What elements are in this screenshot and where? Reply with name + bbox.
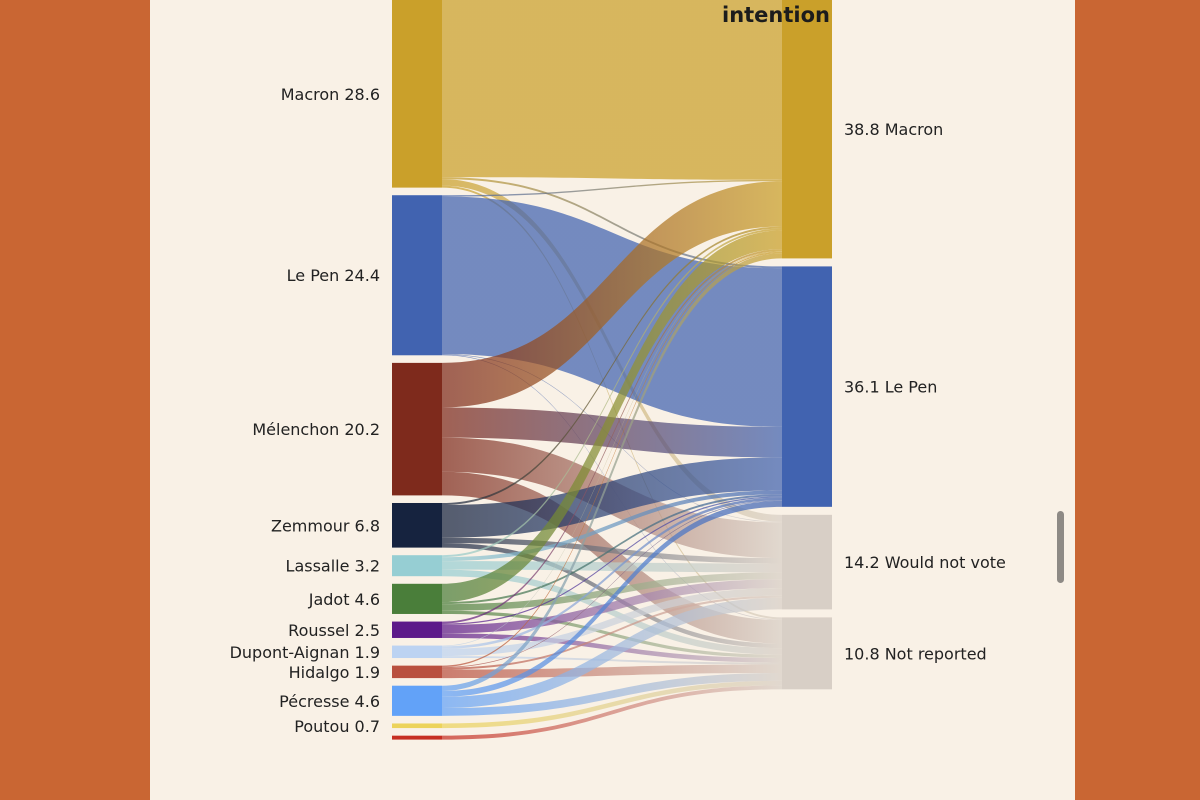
- source-label-hidalgo: Hidalgo 1.9: [289, 663, 380, 682]
- flow-melenchon-to-macron: [442, 181, 782, 408]
- sankey-chart: Macron 28.6 Le Pen 24.4 Mélenchon 20.2 Zemm…: [230, 0, 1006, 740]
- flows-layer: [442, 0, 782, 740]
- flow-hidalgo-to-le-pen: [442, 500, 782, 668]
- source-node-roussel: [392, 621, 442, 638]
- flow-lassalle-to-le-pen: [442, 490, 782, 562]
- flow-dupont-aignan-to-not-reported: [442, 656, 782, 665]
- target-node-not-reported: [782, 617, 832, 690]
- source-node-pecresse: [392, 685, 442, 716]
- target-node-le-pen: [782, 266, 832, 507]
- source-node-jadot: [392, 583, 442, 614]
- flow-dupont-aignan-to-le-pen: [442, 497, 782, 649]
- flow-lassalle-to-would-not-vote: [442, 561, 782, 573]
- source-label-zemmour: Zemmour 6.8: [271, 516, 380, 535]
- target-label-would-not-vote: 14.2 Would not vote: [844, 553, 1006, 572]
- flow-macron-to-not-reported: [442, 185, 782, 620]
- scrollbar-thumb[interactable]: [1057, 511, 1064, 583]
- source-node-melenchon: [392, 362, 442, 496]
- source-label-jadot: Jadot 4.6: [308, 590, 380, 609]
- flow-jadot-to-macron: [442, 230, 782, 603]
- flow-dupont-aignan-to-macron: [442, 251, 782, 647]
- flow-pecresse-to-le-pen: [442, 500, 782, 697]
- source-label-macron: Macron 28.6: [281, 85, 380, 104]
- flow-jadot-to-le-pen: [442, 494, 782, 605]
- source-label-dupont-aignan: Dupont-Aignan 1.9: [230, 643, 380, 662]
- source-node-poutou: [392, 723, 442, 729]
- flow-melenchon-to-le-pen: [442, 407, 782, 458]
- chart-title: intention: [722, 3, 830, 27]
- flow-zemmour-to-would-not-vote: [442, 537, 782, 564]
- flow-le-pen-to-macron: [442, 179, 782, 197]
- labels-layer: Macron 28.6 Le Pen 24.4 Mélenchon 20.2 Zemm…: [230, 85, 1006, 736]
- source-label-roussel: Roussel 2.5: [288, 621, 380, 640]
- flow-hidalgo-to-macron: [442, 251, 782, 667]
- target-label-le-pen: 36.1 Le Pen: [844, 378, 937, 397]
- flow-pecresse-to-not-reported: [442, 672, 782, 716]
- flow-melenchon-to-not-reported: [442, 471, 782, 644]
- target-label-not-reported: 10.8 Not reported: [844, 644, 987, 663]
- flow-macron-to-macron: [442, 0, 782, 180]
- flow-jadot-to-would-not-vote: [442, 572, 782, 611]
- source-label-melenchon: Mélenchon 20.2: [252, 420, 380, 439]
- flow-roussel-to-macron: [442, 249, 782, 624]
- flow-zemmour-to-macron: [442, 226, 782, 505]
- target-node-would-not-vote: [782, 514, 832, 610]
- source-node-hidalgo: [392, 665, 442, 679]
- flow-hidalgo-to-would-not-vote: [442, 595, 782, 670]
- flow-zemmour-to-not-reported: [442, 543, 782, 649]
- flow-lassalle-to-macron: [442, 228, 782, 558]
- flow-lassalle-to-not-reported: [442, 569, 782, 655]
- source-node-lassalle: [392, 555, 442, 577]
- source-node-macron: [392, 0, 442, 188]
- chart-panel: Macron 28.6 Le Pen 24.4 Mélenchon 20.2 Zemm…: [150, 0, 1075, 800]
- target-label-macron: 38.8 Macron: [844, 120, 943, 139]
- flow-roussel-to-would-not-vote: [442, 579, 782, 634]
- flow-pecresse-to-macron: [442, 253, 782, 691]
- flow-roussel-to-le-pen: [442, 496, 782, 625]
- source-node-arthaud: [392, 735, 442, 740]
- source-label-pecresse: Pécresse 4.6: [279, 692, 380, 711]
- flow-poutou-to-not-reported: [442, 680, 782, 729]
- flow-jadot-to-not-reported: [442, 610, 782, 658]
- target-node-macron: [782, 0, 832, 259]
- flow-macron-to-le-pen: [442, 177, 782, 269]
- source-label-lassalle: Lassalle 3.2: [286, 557, 380, 576]
- source-node-zemmour: [392, 502, 442, 548]
- flow-dupont-aignan-to-would-not-vote: [442, 588, 782, 657]
- source-node-le-pen: [392, 195, 442, 356]
- source-node-dupont-aignan: [392, 645, 442, 659]
- source-label-le-pen: Le Pen 24.4: [287, 266, 380, 285]
- flow-pecresse-to-would-not-vote: [442, 597, 782, 708]
- source-label-poutou: Poutou 0.7: [294, 717, 380, 736]
- flow-arthaud-to-not-reported: [442, 685, 782, 740]
- flow-zemmour-to-le-pen: [442, 457, 782, 538]
- nodes-layer: [392, 0, 832, 740]
